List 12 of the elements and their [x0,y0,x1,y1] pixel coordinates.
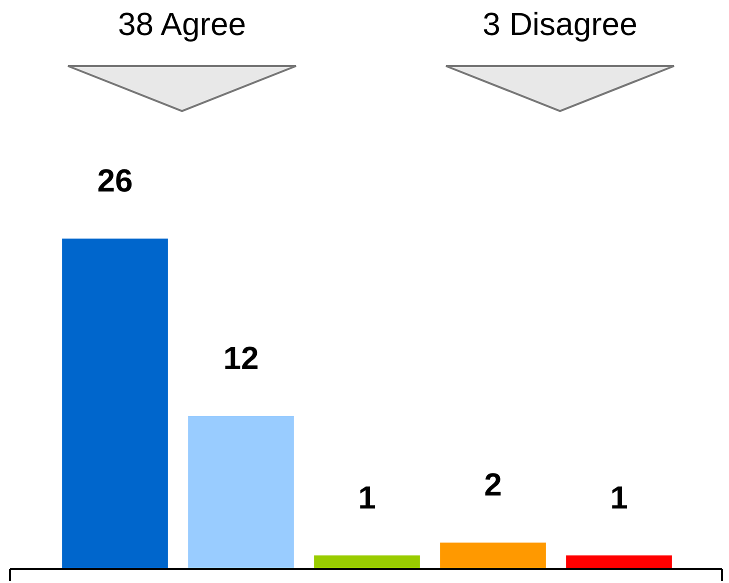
bar [188,416,294,568]
data-label: 12 [223,340,259,376]
data-label: 2 [484,466,502,503]
data-label: 1 [610,479,628,516]
data-label: 26 [97,162,133,199]
bar [440,542,546,568]
bar [314,555,420,568]
bar [566,555,672,568]
text: 38 Agree [116,6,248,43]
text: 3 Disagree [482,6,638,43]
data-label: 1 [358,479,376,516]
bar [62,238,168,568]
